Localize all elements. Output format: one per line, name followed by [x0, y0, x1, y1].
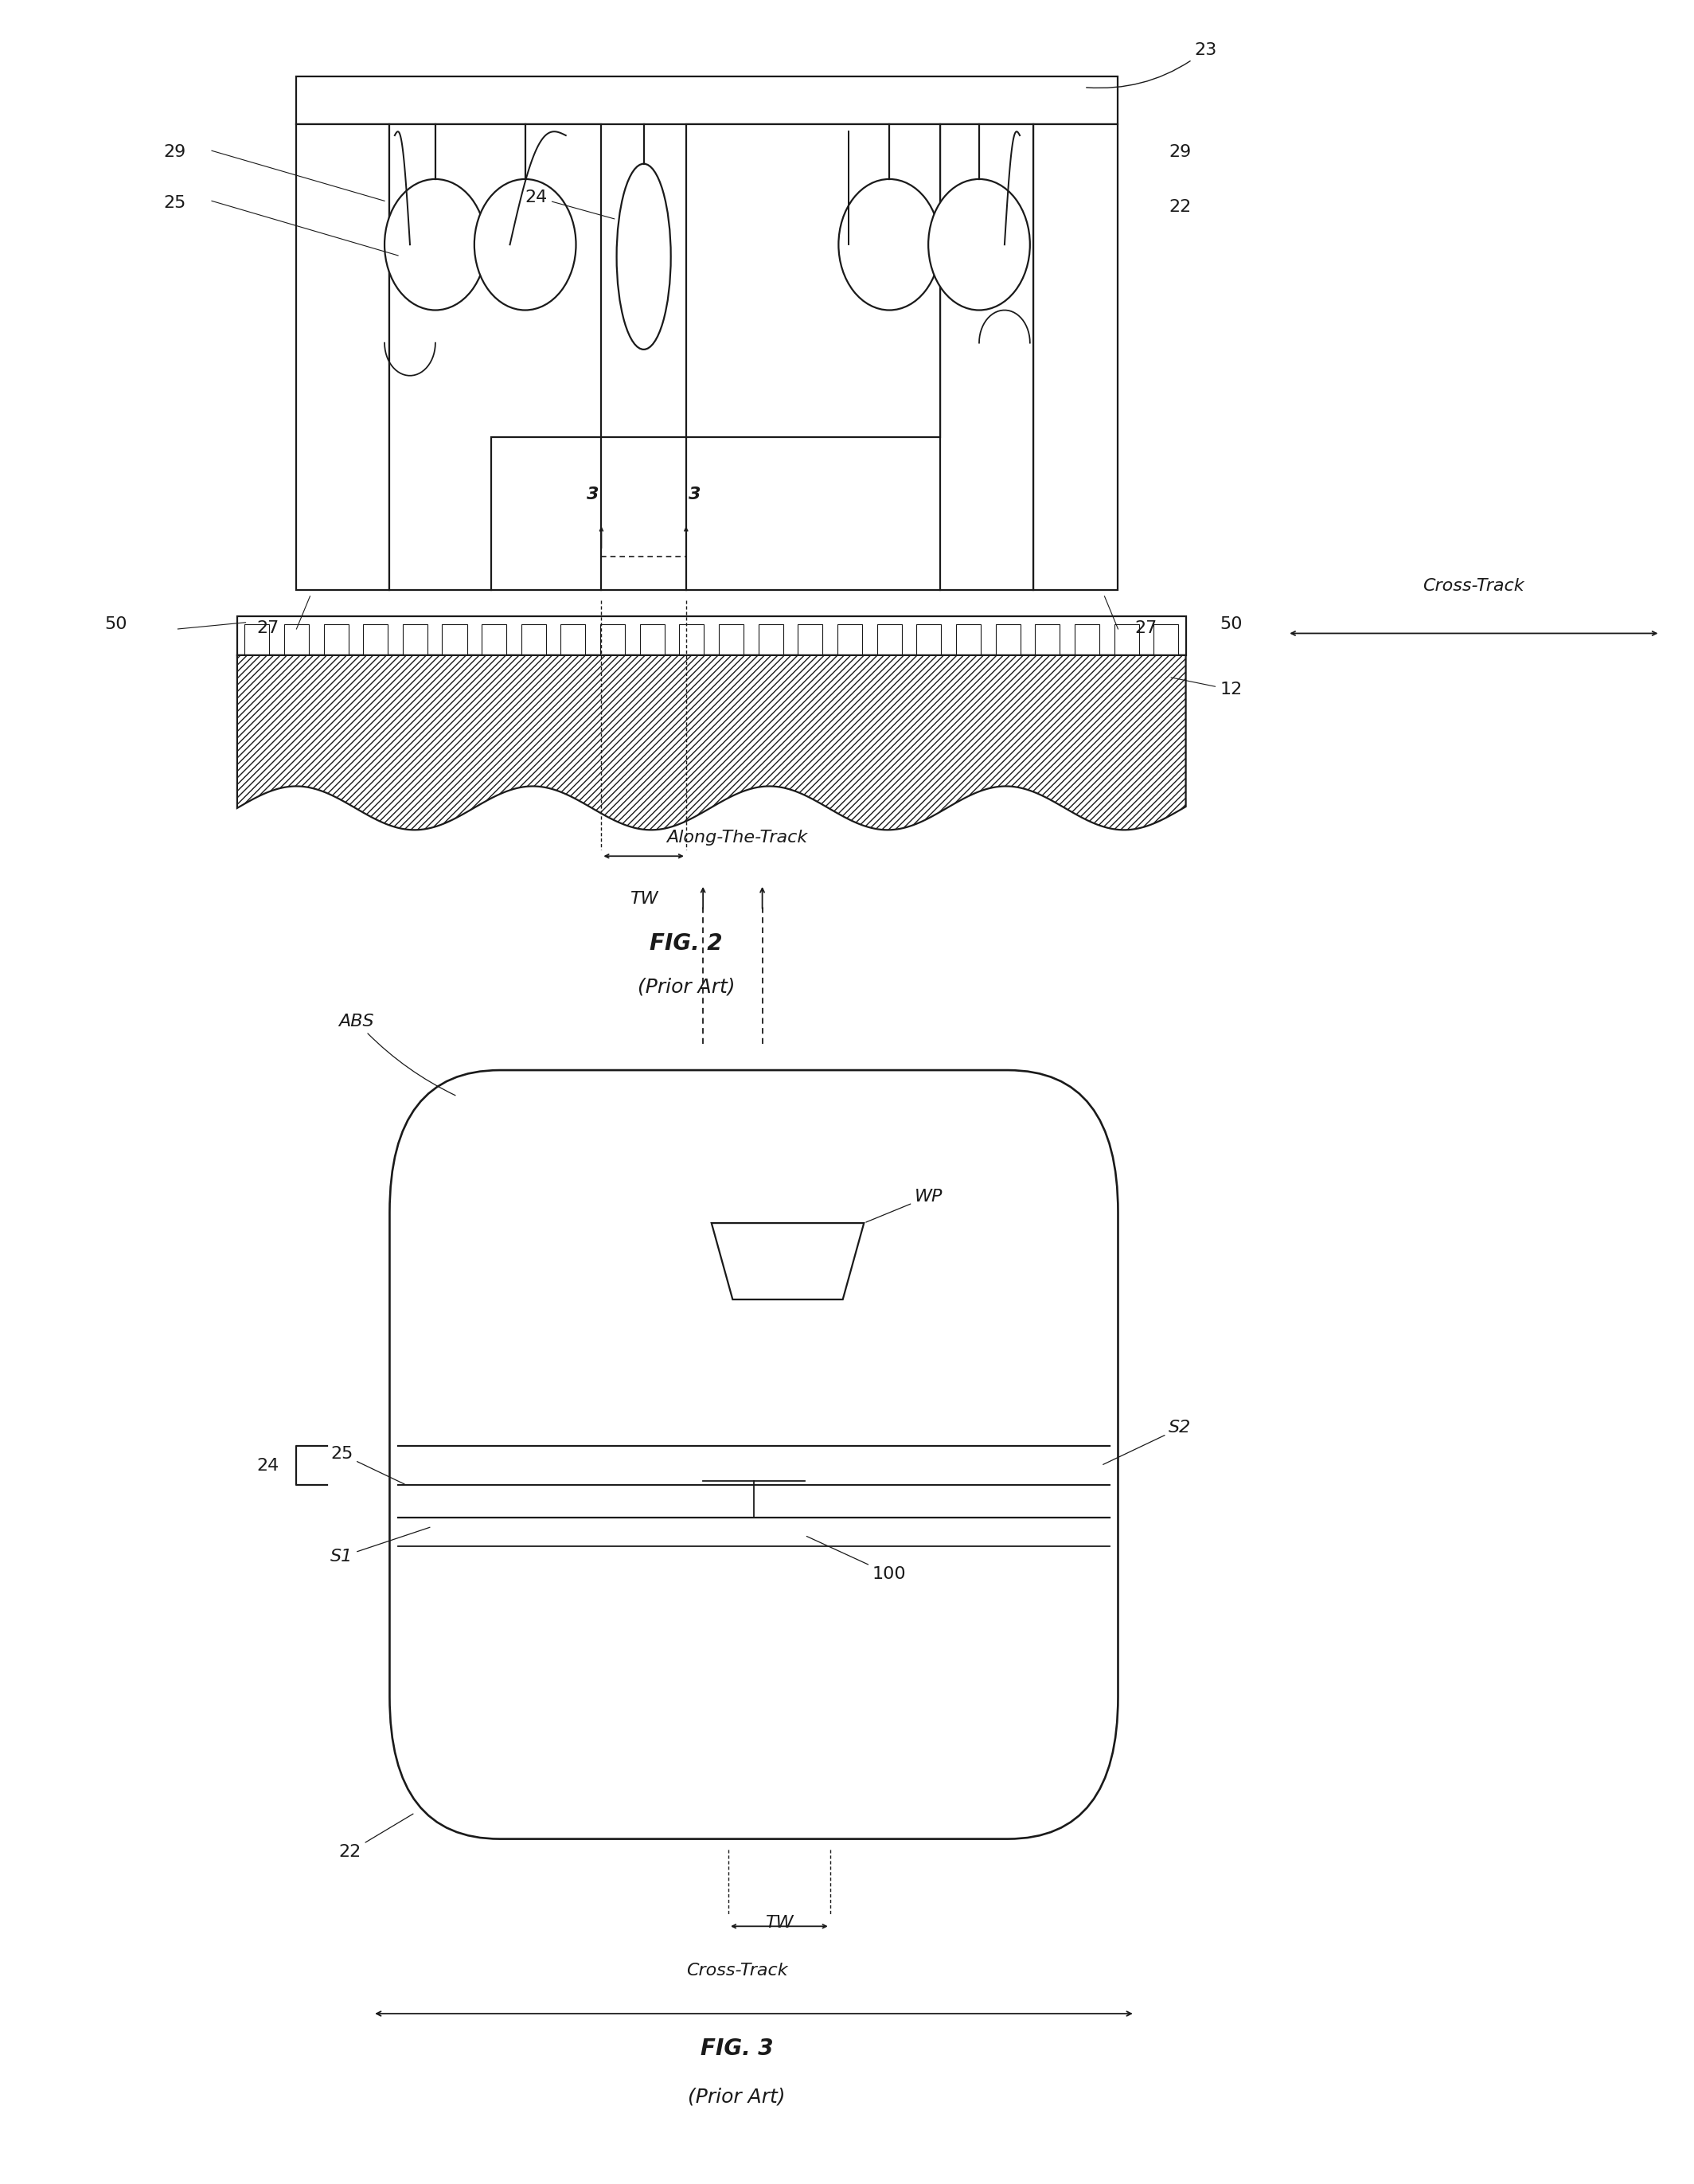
Polygon shape: [955, 625, 981, 655]
Text: FIG. 2: FIG. 2: [650, 933, 722, 954]
Polygon shape: [1154, 625, 1179, 655]
Polygon shape: [442, 625, 468, 655]
Text: 29: 29: [164, 144, 186, 159]
Text: 24: 24: [257, 1457, 280, 1474]
Polygon shape: [390, 124, 601, 590]
Polygon shape: [679, 625, 705, 655]
Circle shape: [474, 179, 576, 310]
Polygon shape: [718, 625, 744, 655]
Polygon shape: [324, 625, 349, 655]
Polygon shape: [403, 625, 427, 655]
Polygon shape: [285, 625, 308, 655]
Text: Cross-Track: Cross-Track: [686, 1963, 788, 1979]
Polygon shape: [759, 625, 783, 655]
Polygon shape: [237, 616, 1186, 655]
Polygon shape: [877, 625, 901, 655]
Polygon shape: [237, 655, 1186, 830]
Text: 100: 100: [806, 1535, 906, 1581]
Polygon shape: [640, 625, 664, 655]
Text: 3: 3: [688, 487, 701, 502]
Polygon shape: [363, 625, 388, 655]
Polygon shape: [1035, 625, 1060, 655]
Text: FIG. 3: FIG. 3: [701, 2038, 772, 2060]
Text: 50: 50: [1220, 616, 1242, 631]
Polygon shape: [522, 625, 545, 655]
Text: 3: 3: [586, 487, 600, 502]
Polygon shape: [481, 625, 507, 655]
Polygon shape: [561, 625, 586, 655]
Text: Along-The-Track: Along-The-Track: [666, 830, 808, 845]
Polygon shape: [837, 625, 862, 655]
Text: WP: WP: [866, 1188, 944, 1223]
Polygon shape: [600, 625, 625, 655]
Polygon shape: [244, 625, 269, 655]
Text: S1: S1: [330, 1527, 430, 1564]
Circle shape: [839, 179, 940, 310]
Polygon shape: [916, 625, 942, 655]
Circle shape: [385, 179, 486, 310]
Polygon shape: [996, 625, 1020, 655]
Text: 22: 22: [339, 1815, 413, 1859]
Polygon shape: [1033, 124, 1118, 590]
Polygon shape: [1074, 625, 1099, 655]
Text: 27: 27: [1135, 620, 1157, 636]
Text: (Prior Art): (Prior Art): [637, 978, 735, 996]
Ellipse shape: [617, 164, 671, 349]
Text: (Prior Art): (Prior Art): [688, 2088, 786, 2105]
Text: 25: 25: [164, 194, 186, 210]
Polygon shape: [711, 1223, 864, 1299]
Text: ABS: ABS: [339, 1013, 456, 1096]
Text: 24: 24: [525, 190, 615, 218]
Text: TW: TW: [766, 1915, 793, 1931]
Polygon shape: [296, 76, 1118, 124]
Text: 22: 22: [1169, 199, 1191, 214]
Text: Cross-Track: Cross-Track: [1423, 579, 1525, 594]
Polygon shape: [296, 124, 390, 590]
Polygon shape: [798, 625, 823, 655]
Text: 50: 50: [105, 616, 127, 631]
Polygon shape: [940, 124, 1033, 590]
FancyBboxPatch shape: [390, 1070, 1118, 1839]
Text: 23: 23: [1086, 41, 1216, 87]
Text: 27: 27: [257, 620, 280, 636]
Text: TW: TW: [630, 891, 657, 906]
Text: 12: 12: [1171, 677, 1242, 697]
Polygon shape: [1115, 625, 1138, 655]
Polygon shape: [601, 124, 940, 590]
Circle shape: [928, 179, 1030, 310]
Text: S2: S2: [1103, 1420, 1191, 1465]
Text: 29: 29: [1169, 144, 1191, 159]
Text: 25: 25: [330, 1446, 405, 1485]
